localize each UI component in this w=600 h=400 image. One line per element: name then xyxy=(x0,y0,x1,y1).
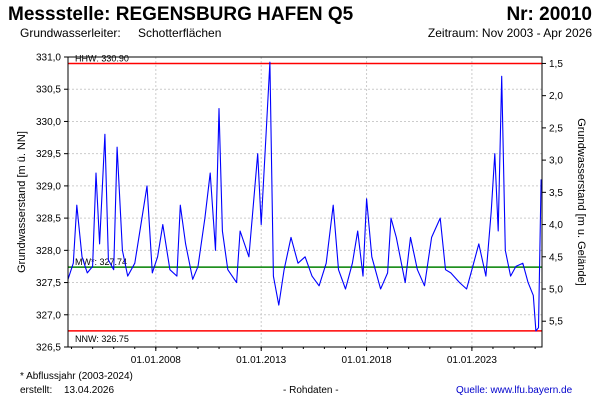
y-tick-label-left: 328,5 xyxy=(36,214,61,225)
y-tick-label-right: 3,5 xyxy=(549,188,563,199)
y-axis-title-right: Grundwasserstand [m u. Gelände] xyxy=(575,118,587,286)
aquifer-value: Schotterflächen xyxy=(138,26,222,40)
x-tick-label: 01.01.2013 xyxy=(236,355,286,366)
y-tick-label-right: 2,5 xyxy=(549,123,563,134)
y-tick-label-right: 4,5 xyxy=(549,252,563,263)
y-axis-title-left: Grundwasserstand [m ü. NN] xyxy=(16,131,28,273)
groundwater-level-line xyxy=(67,61,542,332)
station-title: Messstelle: REGENSBURG HAFEN Q5 xyxy=(8,4,354,25)
y-tick-label-left: 327,5 xyxy=(36,278,61,289)
reference-lines: HHW: 330.90 MW*: 327.74 NNW: 326.75 xyxy=(68,53,542,344)
axes: 331,0 330,5 330,0 329,5 329,0 328,5 328,0 327,5… xyxy=(36,53,563,367)
y-tick-label-left: 327,0 xyxy=(36,310,61,321)
x-tick-label: 01.01.2008 xyxy=(131,355,181,366)
y-tick-label-left: 329,0 xyxy=(36,181,61,192)
y-tick-label-right: 5,0 xyxy=(549,285,563,296)
y-tick-label-right: 4,0 xyxy=(549,220,563,231)
series-layer xyxy=(67,61,542,332)
raw-data-note: - Rohdaten - xyxy=(283,385,339,396)
reference-label: NNW: 326.75 xyxy=(75,334,129,344)
y-tick-label-left: 331,0 xyxy=(36,53,61,64)
y-tick-label-left: 330,5 xyxy=(36,85,61,96)
reference-label: HHW: 330.90 xyxy=(75,53,129,63)
y-tick-label-left: 328,0 xyxy=(36,246,61,257)
y-tick-label-left: 330,0 xyxy=(36,117,61,128)
y-tick-label-right: 5,5 xyxy=(549,317,563,328)
footnote: * Abflussjahr (2003-2024) xyxy=(20,371,133,382)
period-label: Zeitraum: Nov 2003 - Apr 2026 xyxy=(427,26,592,40)
created-label: erstellt: xyxy=(20,385,53,396)
grid xyxy=(68,56,542,348)
y-tick-label-right: 3,0 xyxy=(549,156,563,167)
aquifer-label: Grundwasserleiter: xyxy=(20,26,121,40)
y-tick-label-right: 1,5 xyxy=(549,59,563,70)
y-tick-label-right: 2,0 xyxy=(549,91,563,102)
y-tick-label-left: 326,5 xyxy=(36,343,61,354)
plot-frame xyxy=(67,56,543,348)
y-tick-label-left: 329,5 xyxy=(36,149,61,160)
x-tick-label: 01.01.2023 xyxy=(447,355,497,366)
station-number: Nr: 20010 xyxy=(506,4,592,25)
created-date: 13.04.2026 xyxy=(64,385,115,396)
source-link[interactable]: Quelle: www.lfu.bayern.de xyxy=(456,385,573,396)
reference-label: MW*: 327.74 xyxy=(75,257,127,267)
x-tick-label: 01.01.2018 xyxy=(342,355,392,366)
